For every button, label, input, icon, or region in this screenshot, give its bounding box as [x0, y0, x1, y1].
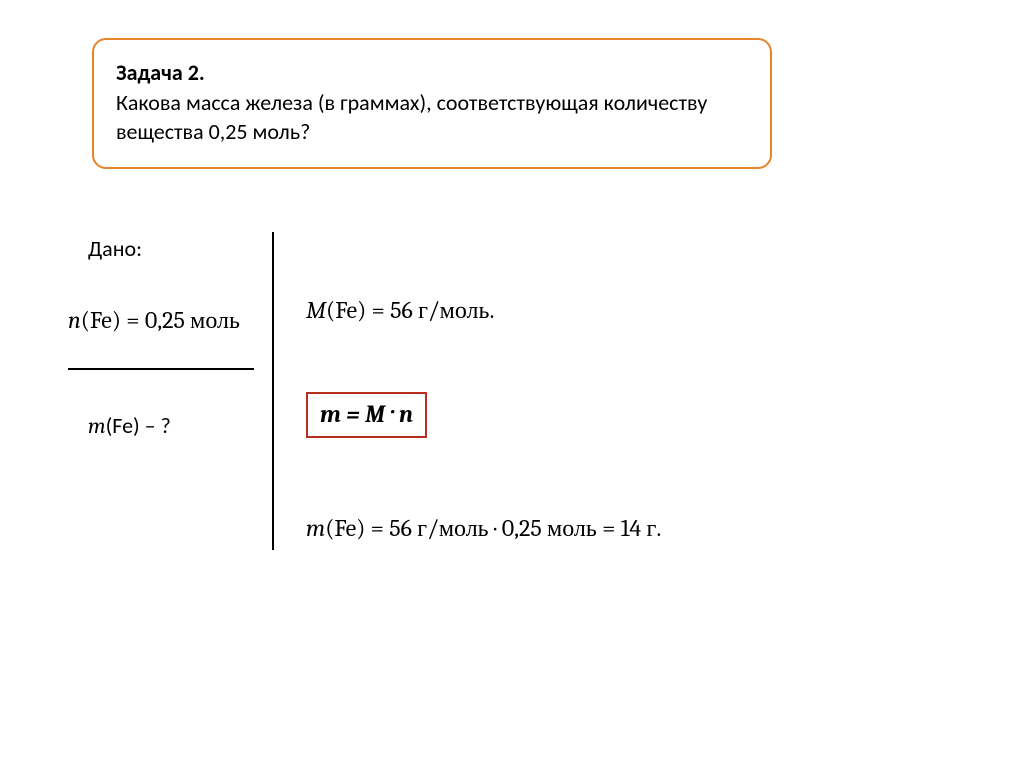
given-n-fe: n(Fe) = 0,25 моль — [68, 306, 240, 335]
molar-value: = 56 г/моль. — [366, 296, 494, 324]
calc-value: = 56 г/моль · 0,25 моль = 14 г. — [365, 514, 661, 542]
calc-element: (Fe) — [325, 514, 365, 542]
n-value: = 0,25 моль — [121, 306, 240, 334]
molar-element: (Fe) — [326, 296, 366, 324]
problem-text: Какова масса железа (в граммах), соответ… — [116, 89, 707, 146]
find-tail: – ? — [140, 412, 171, 439]
calculation-line: m(Fe) = 56 г/моль · 0,25 моль = 14 г. — [306, 514, 661, 543]
formula-text: m = M · n — [320, 400, 413, 428]
problem-title: Задача 2. — [116, 59, 205, 86]
molar-symbol: M — [306, 296, 326, 324]
find-symbol: m — [88, 413, 106, 439]
given-label: Дано: — [88, 235, 142, 262]
problem-box: Задача 2. Какова масса железа (в граммах… — [92, 38, 772, 169]
n-symbol: n — [68, 306, 81, 334]
vertical-rule — [272, 232, 274, 550]
molar-mass-line: M(Fe) = 56 г/моль. — [306, 296, 494, 325]
find-m-fe: m(Fe) – ? — [88, 412, 171, 439]
formula-box: m = M · n — [306, 392, 427, 438]
n-element: (Fe) — [81, 306, 121, 334]
calc-symbol: m — [306, 514, 325, 542]
find-element: (Fe) — [106, 412, 140, 439]
horizontal-rule — [68, 368, 254, 370]
